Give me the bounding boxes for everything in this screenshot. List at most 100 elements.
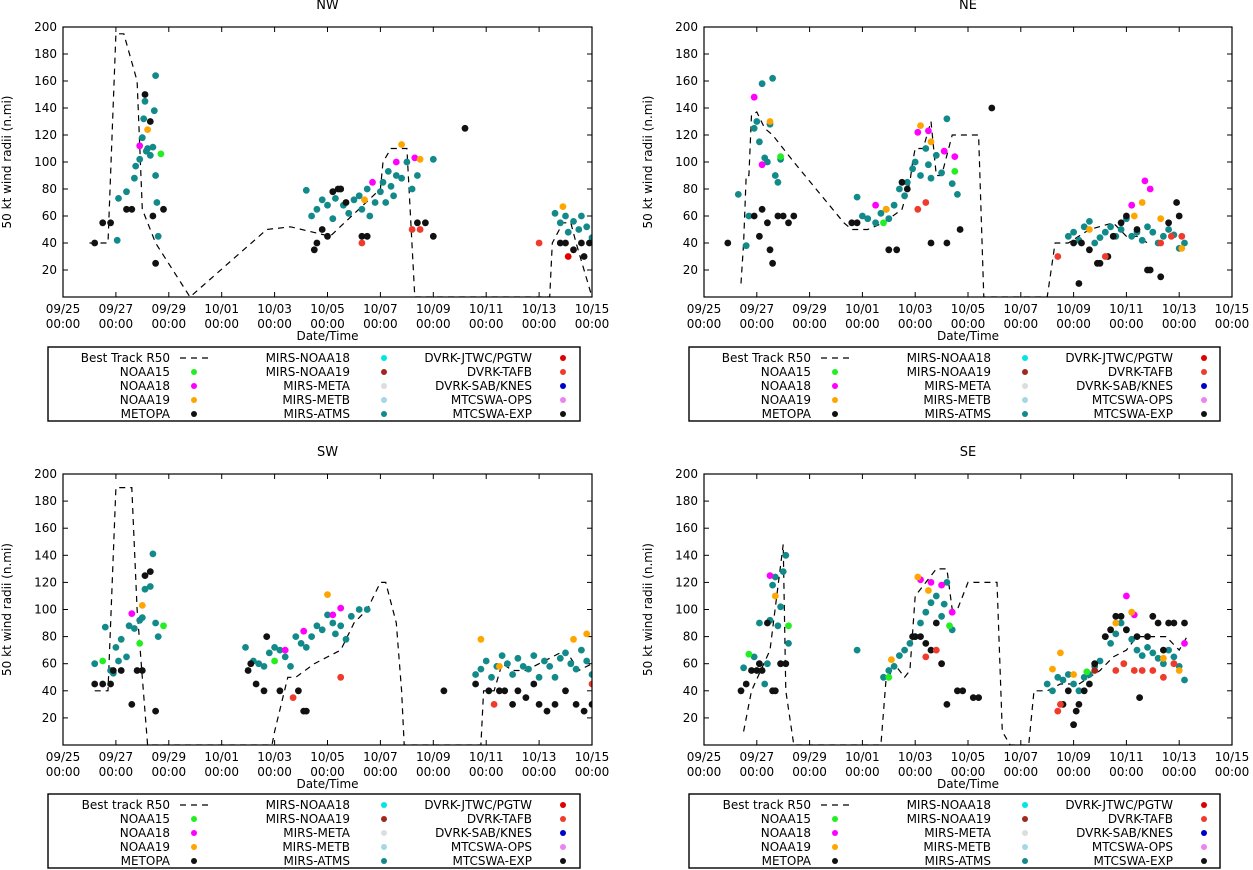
data-point <box>1165 619 1172 627</box>
legend-symbol <box>1201 397 1207 403</box>
legend-label: NOAA19 <box>120 840 170 854</box>
data-point <box>758 80 766 88</box>
data-point <box>877 209 885 217</box>
data-point <box>922 653 930 661</box>
data-point <box>244 667 252 674</box>
data-point <box>525 665 532 673</box>
data-point <box>1160 660 1167 668</box>
data-point <box>260 687 268 695</box>
data-point <box>535 673 543 681</box>
data-point <box>896 185 903 193</box>
legend-symbol <box>832 411 838 417</box>
data-point <box>355 192 363 200</box>
data-point <box>1107 223 1114 231</box>
data-point <box>369 178 376 186</box>
data-point <box>136 640 144 647</box>
legend-symbol <box>1022 802 1028 808</box>
legend-symbol <box>560 397 566 403</box>
legend-symbol <box>381 397 387 403</box>
data-point <box>535 239 543 247</box>
y-tick-label: 40 <box>42 236 57 250</box>
data-point <box>1112 612 1120 620</box>
data-point <box>946 622 953 630</box>
data-point <box>1144 223 1151 231</box>
legend-symbol <box>560 383 566 389</box>
data-point <box>1112 630 1120 638</box>
series-mirs-atms <box>91 550 592 681</box>
data-point <box>379 178 387 186</box>
data-point <box>408 185 416 193</box>
data-point <box>392 158 400 166</box>
data-point <box>522 694 530 701</box>
data-point <box>737 687 745 695</box>
data-point <box>535 701 543 708</box>
data-point <box>1112 619 1120 627</box>
data-point <box>1086 218 1093 225</box>
data-point <box>556 654 564 662</box>
data-point <box>263 633 271 640</box>
data-point <box>1101 253 1109 260</box>
legend-symbol <box>191 411 197 417</box>
y-axis-label: 50 kt wind radii (n.mi) <box>0 543 14 676</box>
y-tick-label: 120 <box>675 575 698 589</box>
data-point <box>890 663 898 670</box>
data-point <box>1141 177 1149 185</box>
series-noaa19 <box>766 118 1186 252</box>
data-point <box>91 680 99 688</box>
data-point <box>123 188 130 196</box>
data-point <box>1075 280 1083 287</box>
data-point <box>1160 232 1167 240</box>
x-tick-label: 00:00 <box>951 765 986 779</box>
data-point <box>477 635 485 643</box>
data-point <box>546 663 554 670</box>
data-point <box>1080 687 1088 695</box>
data-point <box>779 212 787 220</box>
data-point <box>756 619 763 627</box>
data-point <box>123 205 130 213</box>
data-point <box>329 611 337 619</box>
data-point <box>1080 673 1088 681</box>
data-point <box>146 118 154 125</box>
x-tick-label: 00:00 <box>1109 317 1144 331</box>
data-point <box>115 657 122 665</box>
data-point <box>750 212 758 220</box>
legend-symbol <box>191 383 197 389</box>
data-point <box>562 212 569 220</box>
data-point <box>580 707 588 715</box>
data-point <box>140 115 148 123</box>
legend-symbol <box>560 858 566 864</box>
data-point <box>498 652 506 659</box>
data-point <box>329 619 337 627</box>
legend-label: NOAA18 <box>120 379 170 393</box>
data-point <box>917 619 924 627</box>
data-point <box>1070 680 1077 688</box>
x-tick-label: 10/13 <box>522 750 557 764</box>
legend-symbol <box>1022 383 1028 389</box>
data-point <box>750 124 758 132</box>
x-tick-label: 00:00 <box>1215 317 1250 331</box>
data-point <box>948 180 956 188</box>
x-tick-label: 00:00 <box>740 317 775 331</box>
data-point <box>578 212 585 220</box>
best-track-line <box>743 544 1188 745</box>
data-point <box>567 660 575 668</box>
data-point <box>756 232 763 240</box>
data-point <box>358 239 366 247</box>
data-point <box>1154 619 1162 627</box>
legend-label: MIRS-METB <box>282 393 350 407</box>
data-point <box>898 178 906 186</box>
x-tick-label: 00:00 <box>204 317 239 331</box>
data-point <box>149 550 157 558</box>
data-point <box>570 218 577 225</box>
data-point <box>1133 646 1141 654</box>
data-point <box>1117 219 1125 227</box>
data-point <box>724 239 732 247</box>
data-point <box>530 680 538 688</box>
data-point <box>1128 232 1136 240</box>
data-point <box>109 667 117 674</box>
data-point <box>1070 721 1077 729</box>
data-point <box>1165 219 1172 227</box>
data-point <box>901 192 908 200</box>
data-point <box>909 165 916 173</box>
data-point <box>848 219 856 227</box>
